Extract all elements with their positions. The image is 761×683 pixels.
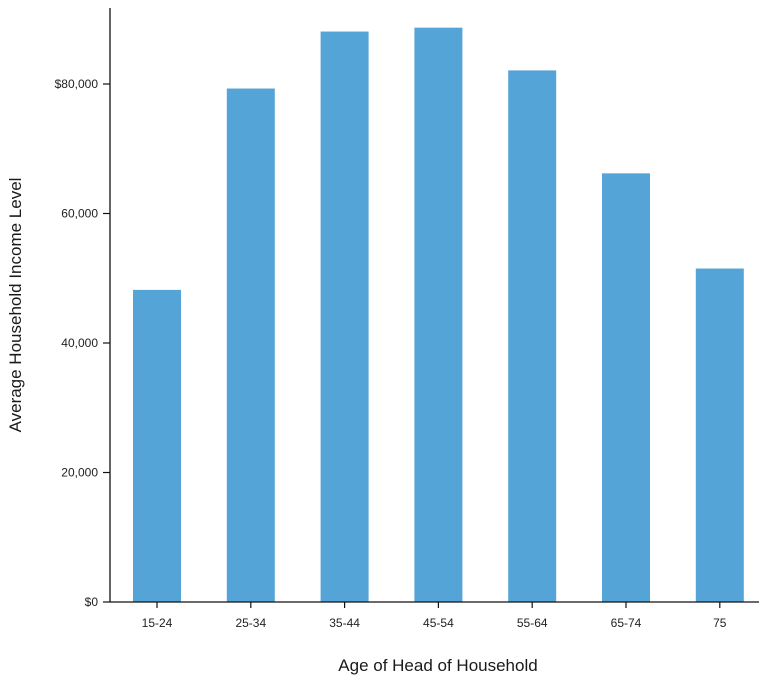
bar-65-74 bbox=[602, 173, 650, 603]
x-tick-label: 45-54 bbox=[423, 616, 454, 630]
y-axis-title: Average Household Income Level bbox=[6, 178, 25, 433]
bars-group bbox=[133, 27, 744, 603]
x-tick-label: 35-44 bbox=[329, 616, 360, 630]
x-tick-label: 15-24 bbox=[142, 616, 173, 630]
x-tick-label: 55-64 bbox=[517, 616, 548, 630]
bar-45-54 bbox=[414, 27, 463, 603]
y-tick-label: 60,000 bbox=[61, 207, 98, 221]
bar-15-24 bbox=[133, 289, 181, 602]
bar-55-64 bbox=[508, 70, 557, 603]
ticks-group: $0 20,000 40,000 60,000 $80,000 15-24 25-34 35-… bbox=[55, 77, 727, 630]
bar-25-34 bbox=[226, 88, 275, 603]
y-tick-label: 20,000 bbox=[61, 466, 98, 480]
x-tick-label: 65-74 bbox=[611, 616, 642, 630]
y-tick-label: $80,000 bbox=[55, 77, 99, 91]
bar-75 bbox=[695, 268, 744, 602]
bar-35-44 bbox=[320, 31, 369, 603]
x-tick-label: 25-34 bbox=[235, 616, 266, 630]
y-tick-label: $0 bbox=[85, 595, 99, 609]
x-tick-label: 75 bbox=[713, 616, 727, 630]
x-axis-title: Age of Head of Household bbox=[338, 656, 537, 675]
y-tick-label: 40,000 bbox=[61, 336, 98, 350]
